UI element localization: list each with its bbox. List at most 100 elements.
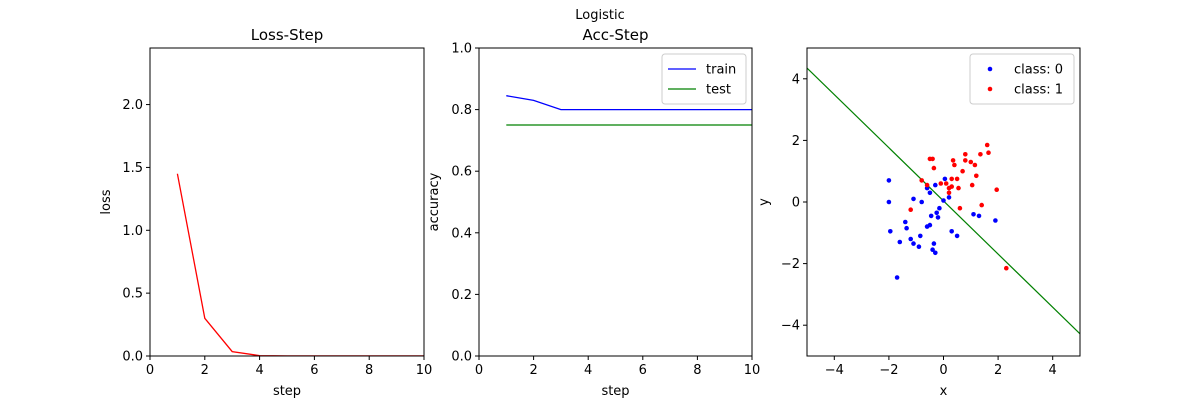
y-axis-label: loss bbox=[99, 189, 114, 214]
point-class-1-18 bbox=[968, 159, 974, 165]
y-tick-label: 2.0 bbox=[122, 98, 143, 113]
point-class-1-8 bbox=[946, 190, 952, 196]
point-class-0-32 bbox=[911, 196, 916, 202]
figure-suptitle: Logistic bbox=[575, 8, 624, 23]
x-axis-label: step bbox=[273, 384, 301, 399]
point-class-1-19 bbox=[969, 182, 975, 188]
x-tick-label: 4 bbox=[255, 363, 263, 378]
point-class-1-26 bbox=[994, 187, 999, 192]
point-class-0-21 bbox=[949, 229, 954, 234]
legend-label: train bbox=[706, 63, 736, 78]
point-class-1-22 bbox=[978, 152, 983, 157]
x-tick-label: −4 bbox=[825, 363, 844, 378]
point-class-1-4 bbox=[930, 156, 935, 162]
x-tick-label: 8 bbox=[365, 363, 373, 378]
x-tick-label: 0 bbox=[475, 363, 483, 378]
point-class-1-12 bbox=[952, 162, 957, 168]
point-class-1-28 bbox=[957, 205, 963, 211]
point-class-0-14 bbox=[931, 241, 937, 246]
y-tick-label: 0.0 bbox=[451, 350, 472, 365]
x-tick-label: 2 bbox=[529, 363, 537, 378]
point-class-0-10 bbox=[918, 233, 923, 239]
x-axis-label: x bbox=[940, 384, 948, 399]
y-axis-label: accuracy bbox=[427, 172, 442, 231]
point-class-1-2 bbox=[924, 182, 930, 188]
legend-box bbox=[661, 53, 747, 105]
point-class-1-1 bbox=[919, 178, 924, 183]
point-class-1-20 bbox=[972, 162, 978, 168]
legend: train test bbox=[661, 53, 747, 105]
point-class-1-23 bbox=[979, 202, 984, 208]
x-tick-label: 6 bbox=[639, 363, 647, 378]
y-tick-label: 1.0 bbox=[122, 224, 143, 239]
y-tick-label: 0.4 bbox=[451, 226, 472, 241]
point-class-0-17 bbox=[934, 210, 939, 216]
point-class-0-5 bbox=[903, 219, 908, 225]
point-class-1-17 bbox=[963, 158, 968, 163]
y-tick-label: 0.2 bbox=[451, 288, 472, 303]
chart-title: Acc-Step bbox=[582, 26, 648, 44]
point-class-1-21 bbox=[974, 173, 979, 179]
y-tick-label: 1.5 bbox=[122, 161, 143, 176]
point-class-1-24 bbox=[984, 142, 990, 148]
point-class-1-14 bbox=[956, 185, 961, 191]
chart-2: 0 2 4 6 8 10 0.0 0.2 0.4 0.6 0.8 1.0 step accuracy Acc… bbox=[427, 26, 760, 399]
x-tick-label: 2 bbox=[994, 363, 1002, 378]
legend-box bbox=[969, 53, 1075, 105]
plot-area bbox=[506, 95, 752, 126]
point-class-0-7 bbox=[908, 236, 913, 242]
point-class-1-13 bbox=[954, 176, 960, 182]
point-class-0-22 bbox=[954, 233, 960, 239]
series-line-train bbox=[506, 95, 752, 111]
point-class-1-16 bbox=[963, 152, 968, 157]
point-class-0-12 bbox=[927, 222, 933, 228]
point-class-0-16 bbox=[928, 213, 934, 219]
point-class-1-27 bbox=[1004, 265, 1009, 271]
legend-label: class: 0 bbox=[1014, 63, 1063, 78]
point-class-0-29 bbox=[993, 218, 998, 223]
legend-label: test bbox=[706, 83, 731, 98]
point-class-0-31 bbox=[935, 215, 941, 220]
point-class-0-26 bbox=[942, 176, 948, 182]
legend-label: class: 1 bbox=[1014, 83, 1063, 98]
chart-3: −4 −2 0 2 4 −4 −2 0 2 4 x y class: 0 class: 1 bbox=[757, 47, 1081, 399]
y-tick-label: −2 bbox=[781, 257, 800, 272]
point-class-0-2 bbox=[888, 229, 893, 234]
chart-1: 0 2 4 6 8 10 0.0 0.5 1.0 1.5 2.0 step loss Loss-Step bbox=[99, 26, 432, 399]
point-class-0-13 bbox=[930, 247, 935, 252]
x-tick-label: 10 bbox=[416, 363, 433, 378]
y-tick-label: −4 bbox=[781, 319, 800, 334]
x-tick-label: 0 bbox=[146, 363, 154, 378]
plots: 0 2 4 6 8 100.00.51.01.52.0steplossLoss-Step0… bbox=[99, 26, 1081, 399]
point-class-0-3 bbox=[897, 239, 903, 245]
point-class-0-20 bbox=[946, 195, 952, 200]
x-tick-label: 10 bbox=[744, 363, 761, 378]
legend-swatch-2 bbox=[987, 86, 993, 92]
point-class-0-23 bbox=[919, 199, 924, 205]
point-class-1-5 bbox=[931, 165, 937, 171]
y-axis-label: y bbox=[757, 198, 772, 206]
axes-frame bbox=[478, 47, 753, 357]
point-class-0-19 bbox=[941, 198, 946, 203]
y-tick-label: 0 bbox=[792, 196, 800, 211]
point-class-0-0 bbox=[886, 178, 892, 183]
x-tick-label: 4 bbox=[1049, 363, 1057, 378]
point-class-0-28 bbox=[976, 213, 982, 219]
legend: class: 0 class: 1 bbox=[969, 53, 1075, 105]
point-class-0-9 bbox=[916, 244, 922, 249]
point-class-1-15 bbox=[960, 168, 965, 174]
point-class-0-1 bbox=[886, 199, 892, 205]
x-tick-label: 2 bbox=[201, 363, 209, 378]
y-tick-label: 1.0 bbox=[451, 42, 472, 57]
point-class-1-6 bbox=[938, 181, 944, 186]
x-tick-label: 0 bbox=[939, 363, 947, 378]
plot-area bbox=[176, 173, 424, 356]
point-class-0-4 bbox=[894, 275, 900, 280]
point-class-0-24 bbox=[927, 190, 933, 196]
legend-swatch-1 bbox=[987, 66, 993, 72]
point-class-0-8 bbox=[911, 241, 916, 246]
y-tick-label: 0.6 bbox=[451, 165, 472, 180]
point-class-1-25 bbox=[986, 150, 991, 155]
x-tick-label: 4 bbox=[584, 363, 592, 378]
